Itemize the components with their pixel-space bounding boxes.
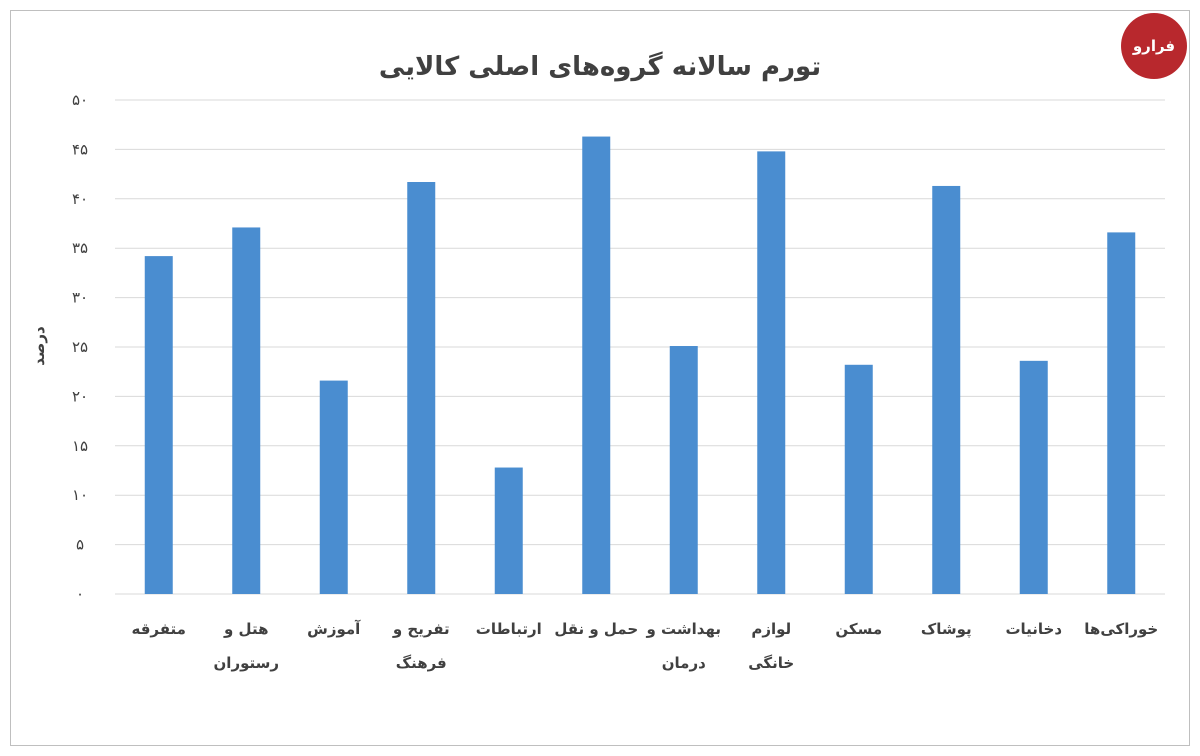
y-tick-label: ۲۰ [72,387,88,405]
y-tick-label: ۴۵ [72,140,88,158]
category-label: حمل و نقل [554,620,638,638]
category-label: دخانیات [1005,620,1062,638]
bar [1107,232,1136,594]
bar [844,364,873,594]
bar-series [144,136,1136,594]
category-label: پوشاک [921,620,972,639]
y-axis-label: درصد [30,326,48,366]
bar [494,467,523,594]
category-label: فرهنگ [396,654,447,672]
y-tick-labels: ۰ ۵ ۱۰ ۱۵ ۲۰ ۲۵ ۳۰ ۳۵ ۴۰ ۴۵ ۵۰ [72,91,88,603]
category-label: خوراکی‌ها [1084,620,1158,638]
y-tick-label: ۳۰ [72,289,88,307]
bar [232,227,261,594]
y-tick-label: ۳۵ [72,239,88,257]
y-tick-label: ۵۰ [72,91,88,109]
category-label: بهداشت و [645,620,721,638]
chart-title: تورم سالانه گروه‌های اصلی کالایی [379,51,821,82]
category-label: هتل و [223,620,268,638]
y-tick-label: ۴۰ [72,190,88,208]
category-label: خانگی [748,654,794,672]
category-label: آموزش [307,620,361,638]
bar [144,256,173,594]
y-tick-label: ۱۵ [72,437,88,455]
category-label: متفرقه [132,620,186,638]
brand-logo-text: فرارو [1132,37,1175,55]
y-tick-label: ۵ [76,536,84,554]
category-labels: متفرقه هتل و رستوران آموزش تفریح و فرهنگ ارتبا… [132,620,1159,672]
brand-logo: فرارو [1121,13,1187,79]
bar [582,136,611,594]
bar [932,185,961,594]
bar [319,380,348,594]
bar [757,151,786,594]
y-tick-label: ۱۰ [72,486,88,504]
bar [407,182,436,594]
category-label: درمان [662,654,706,672]
bar [669,346,698,594]
grid-lines [115,99,1165,595]
category-label: تفریح و [392,620,450,638]
category-label: لوازم [751,620,791,638]
category-label: مسکن [835,620,882,638]
y-tick-label: ۰ [76,585,84,603]
brand-logo-circle [1121,13,1187,79]
bar [1019,360,1048,594]
y-tick-label: ۲۵ [72,338,88,356]
category-label: رستوران [214,654,280,672]
category-label: ارتباطات [476,620,542,638]
